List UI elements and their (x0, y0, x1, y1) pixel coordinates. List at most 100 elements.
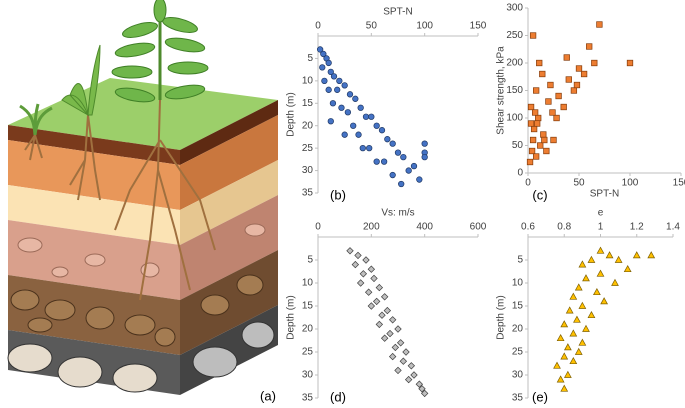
point (357, 104, 364, 111)
point (344, 109, 352, 116)
point (373, 158, 380, 165)
point (350, 122, 357, 129)
y-tick-label: 300 (506, 3, 523, 14)
point (560, 103, 567, 111)
y-tick-label: 15 (302, 301, 314, 312)
point (592, 287, 601, 296)
topsoil-front (8, 125, 180, 165)
point (533, 87, 540, 94)
point (528, 147, 536, 155)
x-tick-label: 150 (470, 21, 487, 32)
x-tick-label: 600 (470, 222, 487, 233)
panel-label: (b) (330, 187, 346, 202)
point (367, 265, 376, 273)
x-axis-title: e (598, 208, 604, 219)
x-tick-label: 150 (673, 178, 685, 189)
point (368, 113, 375, 120)
point (400, 153, 407, 161)
y-tick-label: 10 (302, 75, 314, 86)
orange-front (8, 140, 180, 210)
x-tick-label: 50 (573, 178, 585, 189)
y-tick-label: 200 (506, 58, 523, 69)
x-tick-label: 1.2 (630, 222, 644, 233)
point (560, 352, 569, 360)
x-tick-label: 50 (366, 21, 378, 32)
point (533, 153, 540, 160)
x-axis-title: Vs: m/s (381, 208, 414, 219)
topsoil-side (180, 100, 278, 165)
y-tick-label: 5 (517, 255, 523, 266)
y-tick-label: 25 (302, 143, 314, 154)
point (574, 283, 583, 291)
point (355, 131, 362, 138)
x-tick-label: 0 (315, 222, 321, 233)
point (582, 324, 590, 332)
x-tick-label: 0 (525, 178, 531, 189)
point (320, 50, 327, 58)
point (354, 251, 362, 260)
y-tick-label: 250 (506, 30, 523, 41)
point (553, 361, 561, 369)
point (319, 64, 326, 71)
point (626, 59, 634, 67)
point (321, 77, 328, 85)
point (359, 270, 368, 278)
y-tick-label: 20 (512, 324, 524, 335)
point (418, 385, 426, 393)
tan-front (8, 185, 180, 245)
point (370, 274, 378, 283)
point (388, 352, 397, 361)
point (574, 347, 583, 355)
point (372, 297, 381, 306)
y-tick-label: 100 (506, 113, 523, 124)
y-tick-label: 30 (302, 165, 314, 176)
point (346, 247, 354, 255)
point (399, 357, 408, 365)
point (407, 362, 416, 370)
point (410, 162, 418, 170)
y-tick-label: 5 (307, 255, 313, 266)
panel-label: (e) (532, 389, 548, 404)
point (614, 255, 623, 263)
point (334, 86, 341, 93)
point (547, 81, 554, 89)
point (391, 343, 400, 352)
point (329, 100, 337, 107)
point (545, 98, 552, 105)
point (600, 297, 609, 305)
point (632, 251, 641, 259)
point (565, 76, 572, 83)
x-tick-label: 200 (363, 222, 380, 233)
y-tick-label: 25 (512, 347, 524, 358)
y-tick-label: 35 (302, 393, 314, 404)
point (352, 95, 359, 102)
point (404, 375, 413, 384)
point (341, 131, 348, 138)
point (573, 81, 581, 89)
point (527, 120, 535, 127)
point (396, 339, 405, 347)
point (540, 131, 547, 138)
y-tick-label: 10 (302, 278, 314, 289)
point (394, 149, 402, 156)
x-tick-label: 1.4 (666, 222, 680, 233)
tan-side (180, 160, 278, 245)
point (553, 114, 560, 122)
point (325, 86, 332, 93)
point (526, 158, 534, 166)
y-tick-label: 30 (512, 370, 524, 381)
y-tick-label: 35 (302, 188, 314, 199)
y-tick-label: 10 (512, 278, 524, 289)
y-axis-title: Depth (m) (286, 92, 297, 136)
point (555, 92, 562, 100)
y-tick-label: 5 (307, 53, 313, 64)
point (530, 125, 538, 133)
point (596, 269, 605, 277)
point (402, 348, 410, 356)
point (529, 32, 537, 39)
point (578, 301, 587, 309)
gravel (10, 274, 264, 347)
point (563, 54, 570, 61)
plants (19, 0, 209, 136)
point (563, 370, 572, 378)
